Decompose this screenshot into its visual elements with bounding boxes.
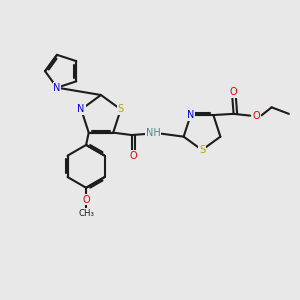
Text: O: O bbox=[82, 195, 90, 205]
Text: O: O bbox=[230, 87, 237, 97]
Text: CH₃: CH₃ bbox=[78, 208, 94, 217]
Text: O: O bbox=[130, 151, 137, 161]
Text: N: N bbox=[187, 110, 194, 120]
Text: O: O bbox=[252, 111, 260, 121]
Text: N: N bbox=[77, 104, 85, 114]
Text: NH: NH bbox=[146, 128, 160, 138]
Text: N: N bbox=[53, 82, 61, 93]
Text: S: S bbox=[118, 104, 124, 114]
Text: S: S bbox=[199, 145, 205, 155]
